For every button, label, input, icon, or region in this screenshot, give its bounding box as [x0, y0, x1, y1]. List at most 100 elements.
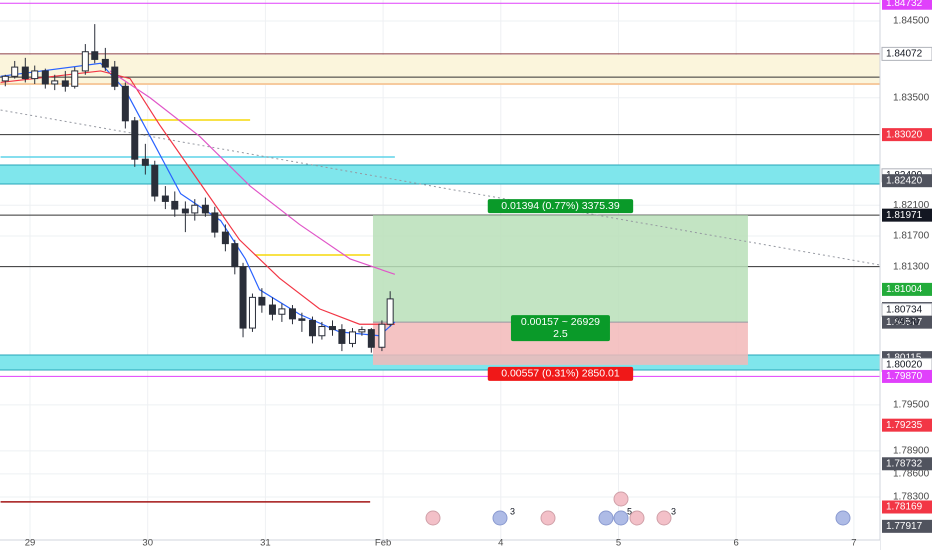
y-tick-label: 1.79500 [893, 399, 930, 410]
candle-body [221, 231, 229, 245]
y-tick-label: 1.81300 [893, 261, 930, 272]
event-flag-au [835, 510, 851, 526]
candle-body [367, 329, 375, 348]
candle-body [358, 329, 366, 333]
candle-body [278, 308, 286, 315]
price-label: 1.80577 [886, 317, 923, 328]
candle-body [378, 323, 386, 348]
countdown: 29:20 [894, 317, 919, 328]
risk-reward-label: 0.00157 ~ 26929 [521, 316, 600, 328]
price-label-bg [882, 0, 932, 10]
candle-body [161, 195, 169, 202]
candle-body [61, 80, 69, 87]
trend-line [0, 109, 880, 266]
event-flag-uk [425, 510, 441, 526]
price-label: 1.84072 [886, 49, 923, 60]
candle-body [248, 296, 256, 329]
price-label: 1.81004 [886, 284, 923, 295]
price-label: 1.79235 [886, 420, 923, 431]
events: 3 5 3 [425, 491, 851, 526]
stop-label-bg [487, 366, 634, 381]
time-axis [0, 540, 880, 550]
price-label: 1.80734 [886, 305, 923, 316]
y-tick-label: 1.78300 [893, 492, 930, 503]
candle-body [11, 66, 19, 77]
y-tick-label: 1.78900 [893, 446, 930, 457]
event-badge: 5 [627, 506, 632, 516]
candle-body [211, 212, 219, 233]
price-label: 1.77917 [886, 521, 923, 532]
candle-body [318, 326, 326, 337]
price-label-bg [882, 369, 932, 383]
y-tick-label: 1.78600 [893, 469, 930, 480]
price-label: 1.80115 [886, 352, 922, 363]
candle-body [141, 158, 149, 166]
event-flag-au [598, 510, 614, 526]
candle-body [239, 266, 247, 329]
target-label-bg [487, 199, 634, 214]
price-label-bg [882, 315, 932, 329]
candle-body [191, 204, 199, 214]
price-label: 1.79870 [886, 371, 923, 382]
y-tick-label: 1.84500 [893, 16, 930, 27]
price-label: 1.81971 [886, 210, 923, 221]
candle-body [268, 304, 276, 315]
risk-reward-label-ratio: 2.5 [553, 328, 568, 340]
candle-body [1, 75, 9, 82]
x-tick-label: 4 [498, 538, 503, 549]
x-tick-label: 7 [851, 538, 856, 549]
profit-zone [372, 215, 748, 323]
x-tick-label: 31 [260, 538, 271, 549]
candle-body [171, 200, 179, 210]
event-flag-uk [613, 491, 629, 507]
price-label: 1.78169 [886, 502, 923, 513]
candle-body [386, 298, 394, 325]
candle-body [51, 80, 59, 85]
price-label-bg [882, 418, 932, 432]
stop-label: 0.00557 (0.31%) 2850.01 [501, 368, 620, 380]
price-label: 1.78732 [886, 458, 923, 469]
candle-body [121, 85, 129, 122]
candle-body [338, 329, 346, 344]
candle-body [348, 331, 356, 344]
price-label: 1.80020 [886, 360, 923, 371]
zone [0, 55, 880, 86]
candle-body [101, 58, 109, 68]
candle-body [21, 66, 29, 80]
candle-body [181, 208, 189, 214]
x-tick-label: 29 [25, 538, 36, 549]
candle-body [111, 66, 119, 87]
price-label: 1.84732 [886, 0, 923, 9]
zone [0, 165, 880, 184]
event-flag-uk [629, 510, 645, 526]
price-label-bg [882, 174, 932, 188]
event-badge: 3 [671, 506, 676, 516]
candle-body [31, 70, 39, 80]
target-label: 0.01394 (0.77%) 3375.39 [501, 200, 620, 212]
price-label: 1.82420 [886, 175, 923, 186]
x-tick-label: Feb [375, 538, 391, 549]
event-flag-uk [540, 510, 556, 526]
event-flag-au [492, 510, 508, 526]
price-label-bg [882, 282, 932, 296]
candle-body [308, 319, 316, 337]
candle-body [288, 308, 296, 320]
candle-body [258, 296, 266, 306]
price-label-bg [882, 500, 932, 514]
x-tick-label: 6 [734, 538, 739, 549]
price-label-bg [882, 519, 932, 533]
candle-body [201, 204, 209, 214]
x-tick-label: 30 [142, 538, 153, 549]
price-label: 1.83020 [886, 129, 923, 140]
indicator-line [109, 70, 396, 275]
candle-body [298, 318, 306, 321]
indicator-line [0, 62, 396, 337]
event-badge: 3 [510, 506, 515, 516]
candle-body [231, 243, 239, 268]
candle-body [151, 164, 159, 197]
candle-body [131, 120, 139, 160]
candle-body [71, 70, 79, 87]
x-tick-label: 5 [616, 538, 621, 549]
price-label-bg [881, 46, 932, 61]
